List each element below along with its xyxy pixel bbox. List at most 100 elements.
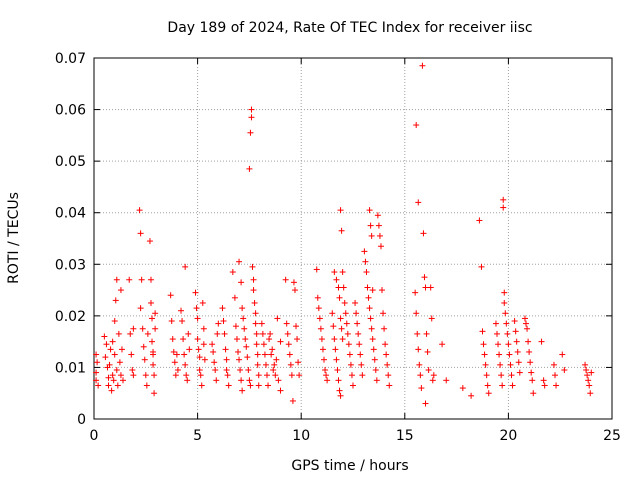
data-point bbox=[245, 367, 252, 374]
data-point bbox=[329, 310, 336, 317]
data-point bbox=[586, 382, 593, 389]
data-point bbox=[337, 207, 344, 214]
data-point bbox=[246, 377, 253, 384]
data-point bbox=[128, 351, 135, 358]
data-point bbox=[152, 325, 159, 332]
data-point bbox=[343, 320, 350, 327]
data-point bbox=[553, 382, 560, 389]
data-point bbox=[500, 196, 507, 203]
data-point bbox=[416, 361, 423, 368]
data-point bbox=[345, 341, 352, 348]
data-point bbox=[196, 354, 203, 361]
data-point bbox=[109, 372, 116, 379]
data-point bbox=[194, 315, 201, 322]
data-point bbox=[178, 307, 185, 314]
data-point bbox=[253, 341, 260, 348]
data-point bbox=[376, 232, 383, 239]
data-point bbox=[412, 289, 419, 296]
data-point bbox=[525, 338, 532, 345]
data-point bbox=[584, 372, 591, 379]
data-point bbox=[237, 367, 244, 374]
data-point bbox=[238, 377, 245, 384]
data-point bbox=[423, 330, 430, 337]
data-point bbox=[108, 387, 115, 394]
y-tick-label: 0.07 bbox=[55, 51, 86, 67]
data-point bbox=[495, 341, 502, 348]
data-point bbox=[332, 346, 339, 353]
data-point bbox=[140, 343, 147, 350]
data-point bbox=[283, 320, 290, 327]
data-point bbox=[503, 320, 510, 327]
data-point bbox=[291, 287, 298, 294]
data-point bbox=[150, 351, 157, 358]
data-point bbox=[365, 294, 372, 301]
data-point bbox=[286, 351, 293, 358]
data-point bbox=[541, 382, 548, 389]
data-point bbox=[582, 361, 589, 368]
data-point bbox=[417, 372, 424, 379]
data-point bbox=[172, 372, 179, 379]
data-point bbox=[114, 382, 121, 389]
data-point bbox=[377, 243, 384, 250]
data-point bbox=[214, 330, 221, 337]
data-point bbox=[430, 372, 437, 379]
data-point bbox=[367, 222, 374, 229]
data-point bbox=[246, 165, 253, 172]
data-point bbox=[500, 204, 507, 211]
data-point bbox=[117, 287, 124, 294]
data-point bbox=[385, 372, 392, 379]
data-point bbox=[195, 346, 202, 353]
data-point bbox=[113, 367, 120, 374]
data-point bbox=[524, 325, 531, 332]
data-point bbox=[224, 372, 231, 379]
data-point bbox=[428, 315, 435, 322]
data-point bbox=[364, 284, 371, 291]
data-point bbox=[264, 372, 271, 379]
data-point bbox=[322, 367, 329, 374]
data-point bbox=[335, 284, 342, 291]
data-point bbox=[481, 351, 488, 358]
data-point bbox=[255, 382, 262, 389]
data-point bbox=[316, 315, 323, 322]
data-point bbox=[105, 382, 112, 389]
data-point bbox=[384, 361, 391, 368]
data-point bbox=[171, 359, 178, 366]
data-point bbox=[513, 338, 520, 345]
data-point bbox=[363, 269, 370, 276]
data-point bbox=[247, 382, 254, 389]
data-point bbox=[252, 310, 259, 317]
data-point bbox=[468, 392, 475, 399]
data-point bbox=[538, 338, 545, 345]
data-point bbox=[335, 377, 342, 384]
data-point bbox=[142, 372, 149, 379]
data-point bbox=[220, 318, 227, 325]
data-point bbox=[149, 338, 156, 345]
data-point bbox=[285, 341, 292, 348]
data-point bbox=[111, 351, 118, 358]
data-point bbox=[146, 238, 153, 245]
data-point bbox=[271, 361, 278, 368]
x-tick-label: 15 bbox=[396, 428, 414, 444]
data-point bbox=[314, 294, 321, 301]
data-point bbox=[225, 382, 232, 389]
data-point bbox=[480, 341, 487, 348]
data-point bbox=[260, 341, 267, 348]
data-point bbox=[277, 387, 284, 394]
data-point bbox=[179, 318, 186, 325]
data-point bbox=[261, 351, 268, 358]
data-point bbox=[233, 336, 240, 343]
data-point bbox=[209, 341, 216, 348]
data-point bbox=[136, 207, 143, 214]
data-point bbox=[231, 294, 238, 301]
data-point bbox=[530, 390, 537, 397]
data-point bbox=[338, 325, 345, 332]
data-point bbox=[248, 106, 255, 113]
x-tick-label: 0 bbox=[90, 428, 99, 444]
data-point bbox=[287, 361, 294, 368]
data-point bbox=[241, 325, 248, 332]
data-point bbox=[182, 361, 189, 368]
data-point bbox=[238, 279, 245, 286]
data-point bbox=[492, 320, 499, 327]
data-point bbox=[198, 382, 205, 389]
